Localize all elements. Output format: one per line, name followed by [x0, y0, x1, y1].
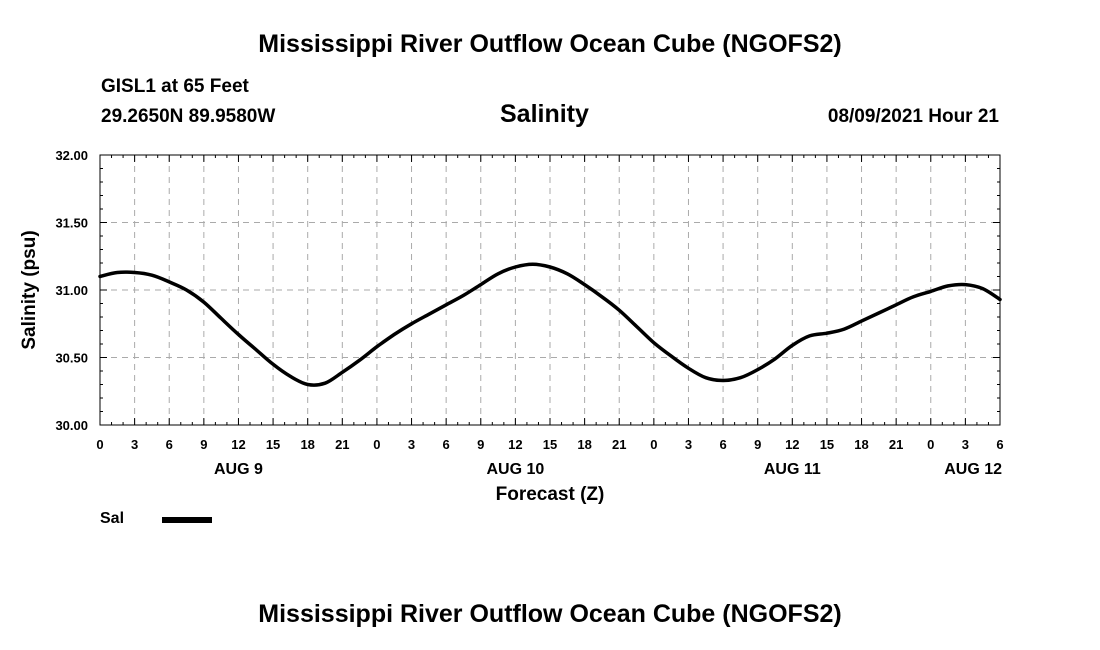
forecast-datetime: 08/09/2021 Hour 21	[827, 106, 999, 127]
x-tick-label: 12	[785, 437, 799, 452]
x-tick-label: 3	[131, 437, 138, 452]
x-tick-label: 9	[200, 437, 207, 452]
x-tick-label: 3	[408, 437, 415, 452]
y-axis-label: Salinity (psu)	[19, 230, 40, 349]
x-tick-label: 6	[443, 437, 450, 452]
station-coordinates: 29.2650N 89.9580W	[101, 106, 276, 127]
x-tick-label: 0	[373, 437, 380, 452]
x-tick-label: 15	[820, 437, 834, 452]
x-tick-label: 12	[231, 437, 245, 452]
series-line-sal	[98, 262, 1002, 387]
x-tick-label: 9	[477, 437, 484, 452]
x-tick-label: 21	[889, 437, 903, 452]
x-tick-label: 0	[96, 437, 103, 452]
day-label: AUG 11	[764, 461, 821, 478]
y-tick-label: 30.50	[55, 351, 88, 366]
x-tick-label: 6	[166, 437, 173, 452]
x-tick-label: 18	[854, 437, 868, 452]
y-tick-label: 30.00	[55, 418, 88, 433]
x-tick-label: 9	[754, 437, 761, 452]
x-tick-label: 6	[996, 437, 1003, 452]
footer-title: Mississippi River Outflow Ocean Cube (NG…	[258, 600, 842, 628]
x-tick-label: 0	[650, 437, 657, 452]
x-axis-label: Forecast (Z)	[496, 484, 605, 505]
chart-title: Salinity	[500, 100, 589, 128]
x-tick-label: 21	[335, 437, 349, 452]
day-label: AUG 10	[486, 461, 544, 478]
y-tick-label: 31.50	[55, 216, 88, 231]
x-tick-label: 21	[612, 437, 626, 452]
x-tick-label: 15	[266, 437, 280, 452]
station-label: GISL1 at 65 Feet	[101, 76, 249, 97]
x-tick-label: 15	[543, 437, 557, 452]
y-tick-label: 32.00	[55, 148, 88, 163]
page-title: Mississippi River Outflow Ocean Cube (NG…	[258, 30, 842, 58]
day-label: AUG 9	[214, 461, 263, 478]
x-tick-label: 3	[962, 437, 969, 452]
day-label: AUG 12	[944, 461, 1002, 478]
legend-label: Sal	[100, 510, 125, 527]
y-tick-label: 31.00	[55, 283, 88, 298]
x-tick-label: 3	[685, 437, 692, 452]
x-tick-label: 0	[927, 437, 934, 452]
x-tick-label: 18	[300, 437, 314, 452]
legend-line-swatch	[162, 517, 212, 523]
x-tick-label: 12	[508, 437, 522, 452]
x-tick-label: 6	[719, 437, 726, 452]
x-tick-label: 18	[577, 437, 591, 452]
